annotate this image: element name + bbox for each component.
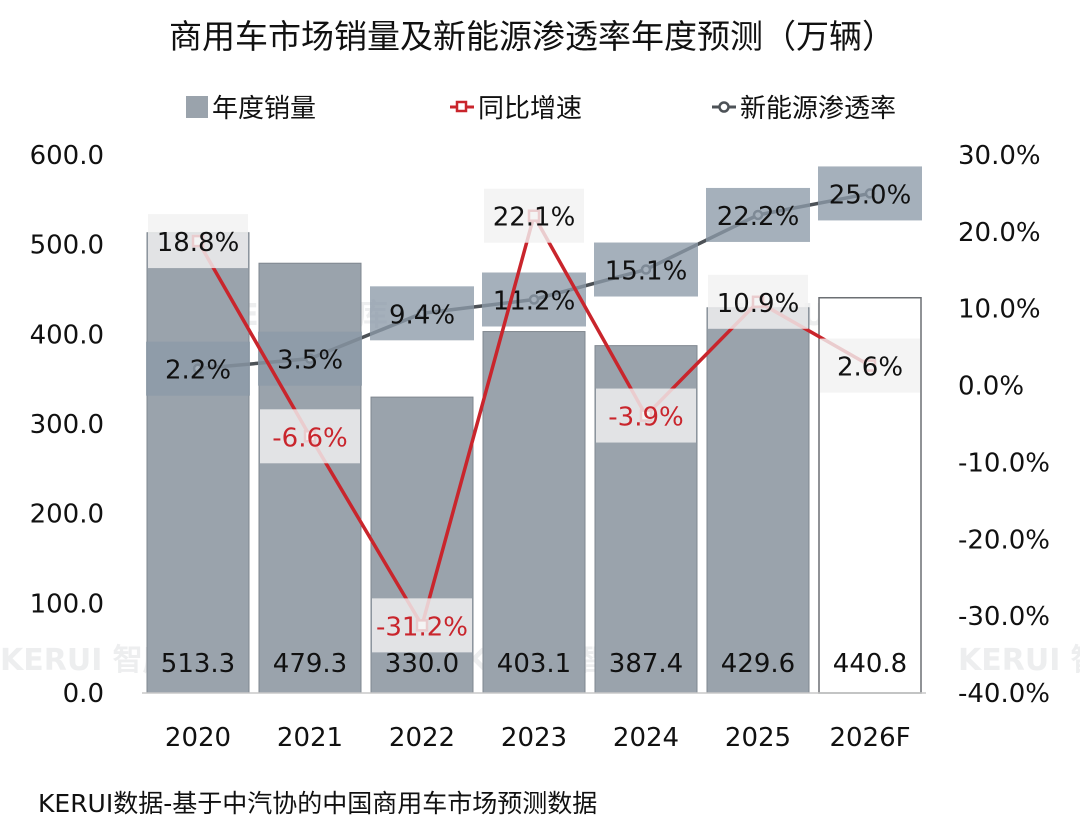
legend-label-growth: 同比增速	[478, 94, 582, 124]
bar	[146, 232, 250, 694]
bar	[258, 262, 362, 694]
y-left-tick-label: 200.0	[30, 500, 104, 530]
penetration-label-bg	[818, 166, 922, 221]
x-tick-label: 2024	[613, 723, 679, 753]
y-left-tick-label: 400.0	[30, 320, 104, 350]
growth-label-bg	[148, 214, 248, 269]
legend-label-penetration: 新能源渗透率	[740, 94, 896, 124]
growth-label-bg	[708, 274, 808, 329]
bar-value-label: 403.1	[497, 649, 571, 679]
legend: 年度销量 同比增速 新能源渗透率	[186, 94, 896, 124]
bar-value-label: 440.8	[833, 649, 907, 679]
growth-label-bg	[484, 188, 584, 243]
bar-value-label: 479.3	[273, 649, 347, 679]
legend-marker-penetration	[718, 101, 730, 113]
penetration-label-bg	[146, 341, 250, 396]
growth-label-bg	[260, 409, 360, 464]
x-tick-label: 2026F	[829, 723, 910, 753]
y-right-tick-label: 30.0%	[958, 141, 1041, 171]
y-right-tick-label: 10.0%	[958, 295, 1041, 325]
y-right-tick-label: -40.0%	[958, 679, 1050, 709]
penetration-label: 15.1%	[605, 257, 688, 287]
penetration-label-bg	[482, 272, 586, 327]
penetration-label-bg	[706, 187, 810, 242]
growth-label: 18.8%	[157, 228, 240, 258]
penetration-label-bg	[370, 286, 474, 341]
growth-label: -31.2%	[376, 612, 468, 642]
growth-label: 10.9%	[717, 289, 800, 319]
bar-value-label: 513.3	[161, 649, 235, 679]
bar-value-label: 429.6	[721, 649, 795, 679]
legend-marker-growth	[455, 100, 468, 113]
y-right-tick-label: 0.0%	[958, 372, 1024, 402]
bar-value-label: 330.0	[385, 649, 459, 679]
growth-label: -6.6%	[272, 423, 347, 453]
watermark-text: KERUI 智库	[958, 643, 1080, 678]
penetration-label: 22.2%	[717, 202, 800, 232]
bar-value-label: 387.4	[609, 649, 683, 679]
y-left-tick-label: 0.0	[63, 679, 104, 709]
source-note: KERUI数据-基于中汽协的中国商用车市场预测数据	[38, 789, 597, 818]
chart-title: 商用车市场销量及新能源渗透率年度预测（万辆）	[169, 17, 895, 56]
x-tick-label: 2022	[389, 723, 455, 753]
y-left-tick-label: 500.0	[30, 231, 104, 261]
penetration-label: 25.0%	[829, 180, 912, 210]
x-tick-label: 2023	[501, 723, 567, 753]
y-right-tick-label: -20.0%	[958, 525, 1050, 555]
bar	[706, 307, 810, 694]
growth-label: 22.1%	[493, 203, 576, 233]
penetration-label: 2.2%	[165, 356, 231, 386]
legend-swatch-bar	[186, 96, 208, 118]
growth-label: 2.6%	[837, 353, 903, 383]
x-tick-label: 2020	[165, 723, 231, 753]
growth-label-bg	[596, 388, 696, 443]
penetration-label-bg	[594, 242, 698, 297]
y-left-tick-label: 600.0	[30, 141, 104, 171]
watermark-text: KERUI 智库	[0, 643, 173, 678]
y-right-tick-label: -30.0%	[958, 602, 1050, 632]
x-tick-label: 2021	[277, 723, 343, 753]
y-left-tick-label: 300.0	[30, 410, 104, 440]
growth-label-bg	[820, 338, 920, 393]
penetration-label: 11.2%	[493, 286, 576, 316]
growth-label-bg	[372, 598, 472, 653]
legend-label-bar: 年度销量	[212, 94, 316, 124]
x-tick-label: 2025	[725, 723, 791, 753]
penetration-label: 3.5%	[277, 346, 343, 376]
bar	[482, 331, 586, 694]
y-right-tick-label: 20.0%	[958, 218, 1041, 248]
y-right-tick-label: -10.0%	[958, 448, 1050, 478]
growth-label: -3.9%	[608, 403, 683, 433]
y-left-tick-label: 100.0	[30, 589, 104, 619]
penetration-label: 9.4%	[389, 300, 455, 330]
